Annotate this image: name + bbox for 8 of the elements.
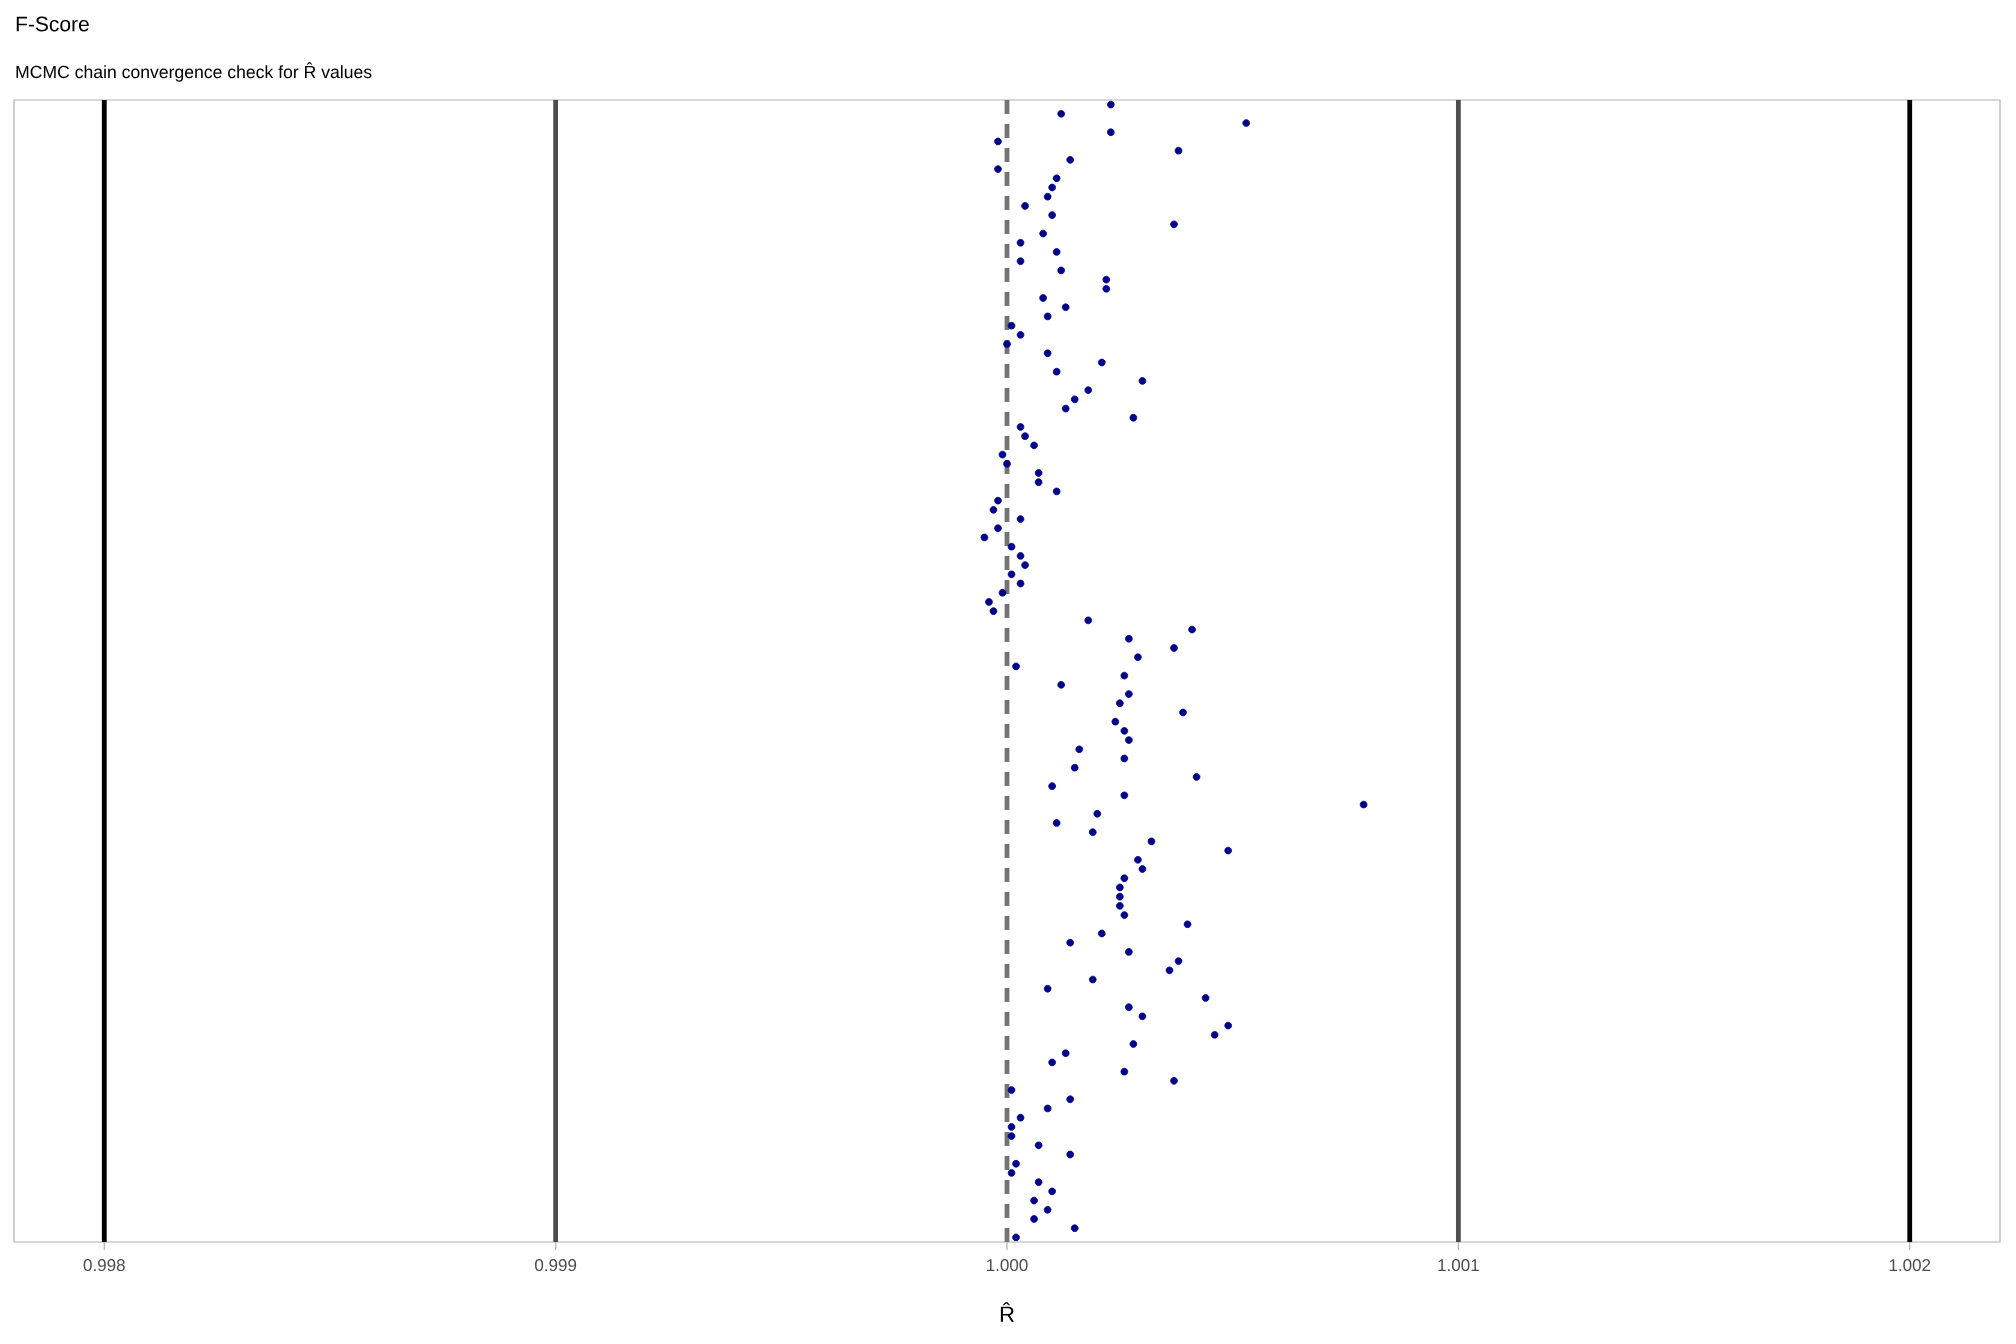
x-tick-label: 1.001 [1438, 1259, 1479, 1272]
x-tick-label: 0.999 [535, 1259, 577, 1272]
x-axis-title: R̂ [1000, 1302, 1014, 1322]
x-tick-label: 1.000 [987, 1259, 1028, 1272]
chart-title: F-Score [16, 16, 89, 32]
x-tick-label: 1.002 [1889, 1259, 1931, 1272]
x-tick-label: 0.998 [83, 1259, 125, 1272]
chart-subtitle: MCMC chain convergence check for R̂ values [16, 62, 372, 82]
